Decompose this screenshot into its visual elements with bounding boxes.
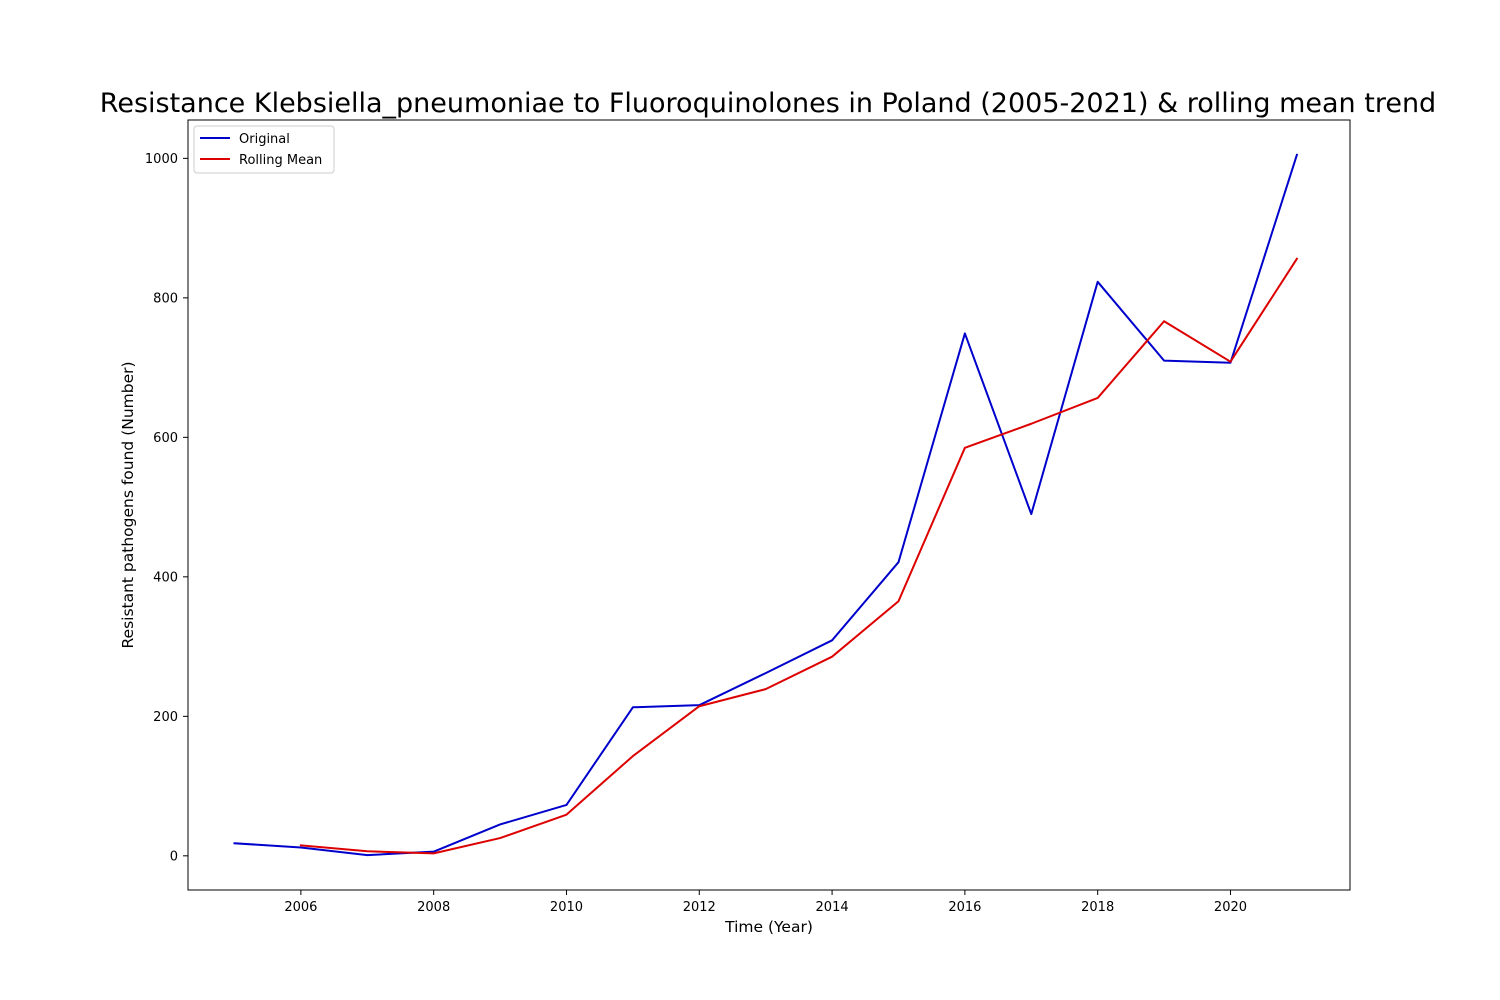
x-tick-label: 2010: [550, 900, 583, 915]
y-tick-label: 0: [170, 849, 178, 864]
x-tick-label: 2006: [284, 900, 317, 915]
legend: Original Rolling Mean: [193, 125, 335, 174]
legend-label-rolling-mean: Rolling Mean: [239, 153, 322, 168]
x-tick-label: 2020: [1214, 900, 1247, 915]
y-axis-label: Resistant pathogens found (Number): [119, 361, 137, 648]
y-tick-label: 600: [153, 431, 178, 446]
x-tick-label: 2014: [816, 900, 849, 915]
x-tick-label: 2018: [1081, 900, 1114, 915]
x-tick-label: 2012: [683, 900, 716, 915]
legend-label-original: Original: [239, 132, 290, 147]
series-line-rolling-mean: [299, 257, 1299, 855]
y-tick-label: 800: [153, 291, 178, 306]
x-axis: 2006 2008 2010 2012 2014 2016 2018 2020: [284, 890, 1247, 915]
y-axis: 0 200 400 600 800 1000: [145, 152, 188, 864]
series-layer: [233, 153, 1299, 857]
y-tick-label: 1000: [145, 152, 178, 167]
y-tick-label: 400: [153, 570, 178, 585]
x-axis-label: Time (Year): [724, 918, 813, 936]
y-tick-label: 200: [153, 710, 178, 725]
x-tick-label: 2016: [948, 900, 981, 915]
x-tick-label: 2008: [417, 900, 450, 915]
plot-area: [187, 119, 1351, 891]
chart-title: Resistance Klebsiella_pneumoniae to Fluo…: [100, 88, 1436, 119]
